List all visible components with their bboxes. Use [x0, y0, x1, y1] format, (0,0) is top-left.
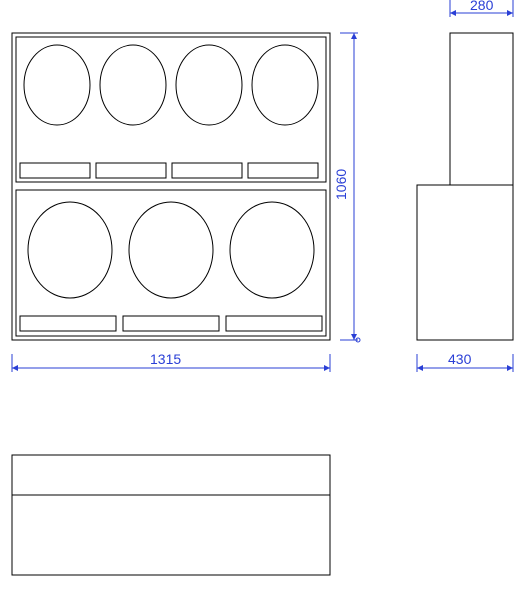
overall-height-label: 1060 [333, 169, 349, 200]
burner-top-1 [100, 45, 166, 125]
burner-bottom-1 [129, 202, 213, 298]
slot-bottom-2 [226, 316, 322, 331]
top-view [12, 455, 330, 575]
slot-top-0 [20, 163, 90, 178]
technical-drawing: { "units": "mm", "colors": { "outline": … [0, 0, 530, 598]
burner-top-3 [252, 45, 318, 125]
slot-bottom-0 [20, 316, 116, 331]
burner-top-2 [176, 45, 242, 125]
slot-top-2 [172, 163, 242, 178]
upper-depth-label: 280 [470, 0, 494, 13]
lower-depth-label: 430 [448, 351, 472, 367]
top-rect [12, 455, 330, 575]
front-panel-0 [16, 37, 326, 182]
burner-bottom-2 [230, 202, 314, 298]
side-lower [417, 185, 513, 340]
burner-top-0 [24, 45, 90, 125]
slot-bottom-1 [123, 316, 219, 331]
overall-width-label: 1315 [150, 351, 181, 367]
front-view [12, 33, 330, 340]
slot-top-3 [248, 163, 318, 178]
front-panel-1 [16, 190, 326, 336]
slot-top-1 [96, 163, 166, 178]
side-view [417, 33, 513, 340]
side-upper [450, 33, 513, 185]
burner-bottom-0 [28, 202, 112, 298]
front-outer [12, 33, 330, 340]
drawing-svg: 1060 1315 280 430 [0, 0, 530, 598]
